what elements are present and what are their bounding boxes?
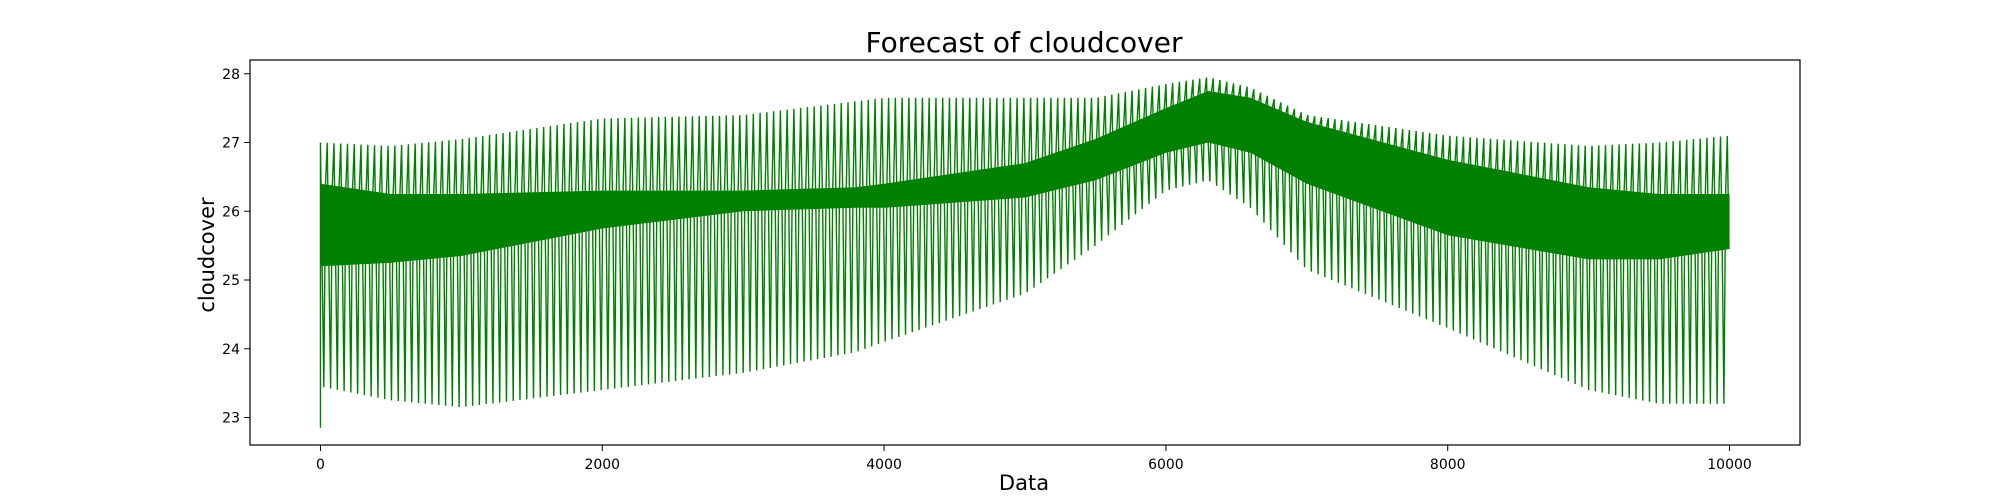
y-tick-label: 26	[222, 204, 240, 220]
y-tick-label: 27	[222, 136, 240, 152]
plot-area	[319, 77, 1730, 428]
axis-ticks: 0 2000 4000 6000 8000 10000 23 24 25 26 27 28	[222, 67, 1752, 473]
series-line-0	[319, 77, 1730, 428]
y-tick-label: 23	[222, 411, 240, 427]
x-tick-label: 8000	[1430, 457, 1466, 473]
y-tick-label: 28	[222, 67, 240, 83]
x-tick-label: 10000	[1707, 457, 1752, 473]
x-tick-label: 4000	[866, 457, 902, 473]
x-axis-label: Data	[999, 471, 1049, 495]
x-tick-label: 2000	[584, 457, 620, 473]
chart-title: Forecast of cloudcover	[866, 26, 1183, 59]
x-tick-label: 6000	[1148, 457, 1184, 473]
y-tick-label: 24	[222, 342, 240, 358]
y-tick-label: 25	[222, 273, 240, 289]
x-tick-label: 0	[316, 457, 325, 473]
series-dense-band-0	[320, 90, 1730, 267]
y-axis-label: cloudcover	[195, 197, 219, 313]
plot-frame	[249, 59, 1801, 446]
